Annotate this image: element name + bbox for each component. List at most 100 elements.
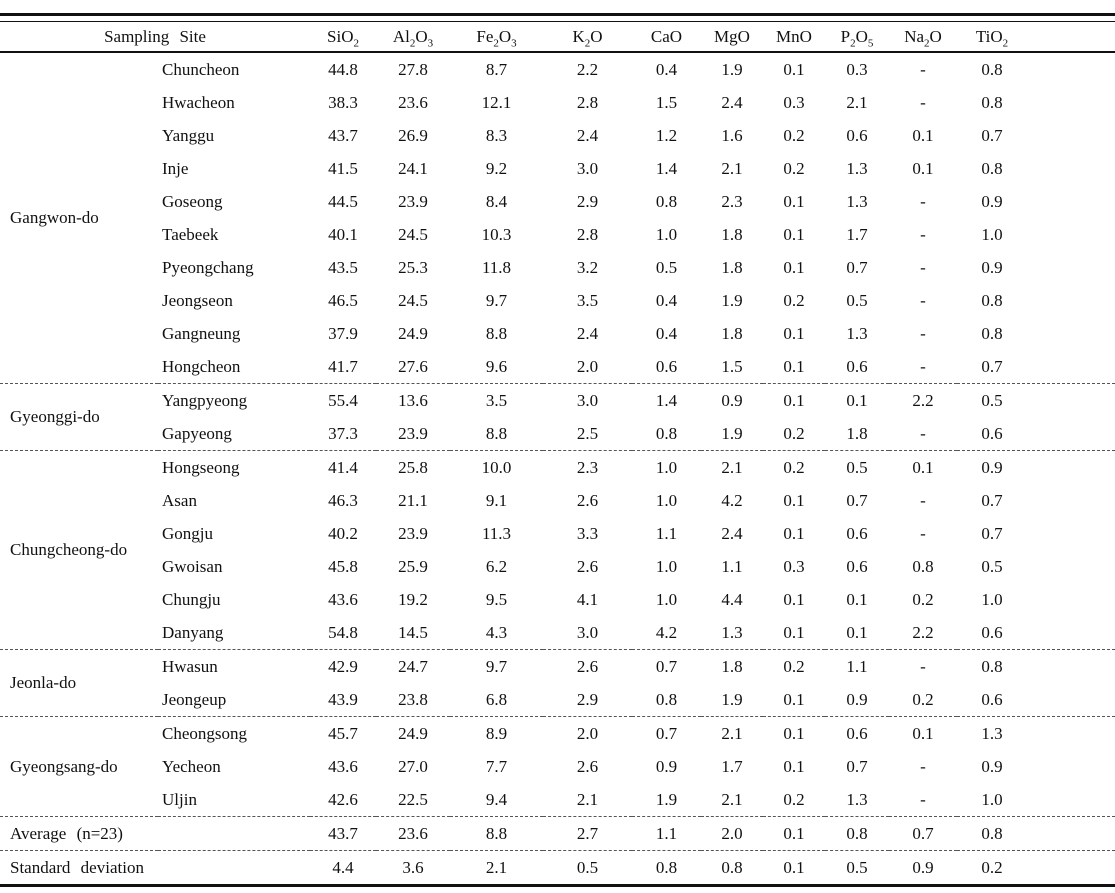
summary-standard-deviation-value-cao: 0.8: [632, 850, 701, 886]
row-gangneung-value-fe2o3: 8.8: [485, 323, 508, 343]
table-row-yangpyeong: Gyeonggi-do Yangpyeong 55.4 13.6 3.5 3.0 1.4 0.…: [0, 383, 1115, 451]
row-chungju-value-sio2: 43.6: [328, 589, 358, 609]
row-inje-value-na2o: 0.1: [912, 158, 934, 178]
table-row-gangneung: Gangneung 37.9 24.9 8.8 2.4 0.4 1.8 0.1 1.3 - 0.8: [0, 317, 1115, 350]
row-hongcheon-value-mno: 0.1: [783, 356, 805, 376]
table-row-danyang: Danyang 54.8 14.5 4.3 3.0 4.2 1.3 0.1 0.1 2.2 0.6: [0, 616, 1115, 650]
row-hongseong-value-sio2: 41.4: [310, 450, 376, 484]
row-chungju-value-cao: 1.0: [655, 589, 678, 609]
row-chuncheon-value-k2o: 2.2: [576, 59, 599, 79]
row-hwasun-value-al2o3: 24.7: [376, 649, 450, 683]
row-hwacheon-value-p2o5: 2.1: [846, 92, 868, 112]
table-top-double-rule: [0, 13, 1115, 22]
row-danyang-value-al2o3: 14.5: [398, 622, 428, 642]
row-hongcheon-value-cao: 0.6: [655, 356, 678, 376]
table-row-taebeek: Taebeek 40.1 24.5 10.3 2.8 1.0 1.8 0.1 1.7 - 1.0: [0, 218, 1115, 251]
table-row-gongju: Gongju 40.2 23.9 11.3 3.3 1.1 2.4 0.1 0.6 - 0.7: [0, 517, 1115, 550]
row-yanggu-value-mgo: 1.6: [721, 125, 743, 145]
row-jeongseon-value-fe2o3: 9.7: [485, 290, 508, 310]
column-header-al2o3: Al2O3: [376, 22, 450, 53]
row-danyang-value-mgo: 1.3: [721, 622, 743, 642]
row-chungju-value-mgo: 4.4: [721, 589, 743, 609]
row-gongju-value-mno: 0.1: [783, 523, 805, 543]
row-yangpyeong-value-cao: 1.4: [632, 383, 701, 417]
row-yangpyeong-value-na2o: 2.2: [889, 383, 957, 417]
row-gapyeong-value-sio2: 37.3: [328, 423, 358, 443]
row-hongseong-value-al2o3: 25.8: [376, 450, 450, 484]
row-chuncheon-value-sio2: 44.8: [328, 59, 358, 79]
row-pyeongchang-value-na2o: -: [920, 257, 926, 277]
row-chungju-value-mno: 0.1: [783, 589, 805, 609]
row-taebeek-value-na2o: -: [920, 224, 926, 244]
row-gwoisan-value-sio2: 45.8: [328, 556, 358, 576]
row-gapyeong-value-tio2: 0.6: [981, 423, 1003, 443]
row-cheongsong-value-tio2: 1.3: [957, 716, 1115, 750]
row-hwasun-value-k2o: 2.6: [543, 649, 632, 683]
summary-average-n-23-value-k2o: 2.7: [543, 816, 632, 851]
header-row: Sampling Site SiO2 Al2O3 Fe2O3 K2O CaO MgO MnO…: [0, 22, 1115, 53]
row-gangneung-value-al2o3: 24.9: [398, 323, 428, 343]
row-gangneung-value-sio2: 37.9: [328, 323, 358, 343]
row-yecheon-value-sio2: 43.6: [328, 756, 358, 776]
row-yangpyeong-value-fe2o3: 3.5: [450, 383, 543, 417]
row-jeongseon-value-sio2: 46.5: [328, 290, 358, 310]
row-asan-value-tio2: 0.7: [981, 490, 1003, 510]
row-hongseong-value-cao: 1.0: [632, 450, 701, 484]
row-yanggu-value-sio2: 43.7: [328, 125, 358, 145]
summary-standard-deviation-value-sio2: 4.4: [310, 850, 376, 886]
table-row-asan: Asan 46.3 21.1 9.1 2.6 1.0 4.2 0.1 0.7 - 0.7: [0, 484, 1115, 517]
summary-average-n-23-value-mno: 0.1: [763, 816, 825, 851]
row-danyang-value-p2o5: 0.1: [846, 622, 868, 642]
row-jeongseon-value-na2o: -: [920, 290, 926, 310]
table-row-chuncheon: Gangwon-do Chuncheon 44.8 27.8 8.7 2.2 0.4 1.9 0…: [0, 52, 1115, 228]
region-cell-jeonla-do: Jeonla-do: [0, 649, 158, 717]
row-taebeek-value-cao: 1.0: [655, 224, 678, 244]
row-goseong-value-mgo: 2.3: [721, 191, 743, 211]
row-chuncheon-value-tio2: 0.8: [981, 59, 1003, 79]
column-header-k2o: K2O: [543, 22, 632, 53]
row-hongseong-value-p2o5: 0.5: [825, 450, 889, 484]
row-jeongeup-value-tio2: 0.6: [981, 689, 1003, 709]
row-jeongeup-value-na2o: 0.2: [912, 689, 934, 709]
row-goseong-value-cao: 0.8: [655, 191, 678, 211]
site-cell-gangneung: Gangneung: [162, 323, 241, 343]
row-yecheon-value-k2o: 2.6: [576, 756, 599, 776]
row-gwoisan-value-mgo: 1.1: [721, 556, 743, 576]
row-hwasun-value-tio2: 0.8: [957, 649, 1115, 683]
row-yangpyeong-value-mno: 0.1: [763, 383, 825, 417]
row-goseong-value-p2o5: 1.3: [846, 191, 868, 211]
row-cheongsong-value-mno: 0.1: [763, 716, 825, 750]
row-hongseong-value-fe2o3: 10.0: [450, 450, 543, 484]
row-chungju-value-na2o: 0.2: [912, 589, 934, 609]
row-hwasun-value-na2o: -: [889, 649, 957, 683]
row-cheongsong-value-fe2o3: 8.9: [450, 716, 543, 750]
row-yecheon-value-p2o5: 0.7: [846, 756, 868, 776]
table-row-chungju: Chungju 43.6 19.2 9.5 4.1 1.0 4.4 0.1 0.1 0.2 1.0: [0, 583, 1115, 616]
row-gwoisan-value-fe2o3: 6.2: [485, 556, 508, 576]
row-gongju-value-fe2o3: 11.3: [481, 523, 512, 543]
row-danyang-value-na2o: 2.2: [912, 622, 934, 642]
row-gangneung-value-tio2: 0.8: [981, 323, 1003, 343]
row-gwoisan-value-na2o: 0.8: [912, 556, 934, 576]
row-yanggu-value-k2o: 2.4: [576, 125, 599, 145]
row-taebeek-value-al2o3: 24.5: [398, 224, 428, 244]
row-jeongseon-value-tio2: 0.8: [981, 290, 1003, 310]
row-cheongsong-value-na2o: 0.1: [889, 716, 957, 750]
row-hwacheon-value-na2o: -: [920, 92, 926, 112]
summary-row-standard-deviation: Standard deviation 4.4 3.6 2.1 0.5 0.8 0.8 0.1 0…: [0, 850, 1115, 886]
row-chungju-value-k2o: 4.1: [576, 589, 599, 609]
row-taebeek-value-mgo: 1.8: [721, 224, 743, 244]
row-gapyeong-value-na2o: -: [920, 423, 926, 443]
row-inje-value-fe2o3: 9.2: [485, 158, 508, 178]
row-pyeongchang-value-sio2: 43.5: [328, 257, 358, 277]
site-cell-chungju: Chungju: [162, 589, 221, 609]
row-pyeongchang-value-al2o3: 25.3: [398, 257, 428, 277]
row-jeongseon-value-mgo: 1.9: [721, 290, 743, 310]
table-row-uljin: Uljin 42.6 22.5 9.4 2.1 1.9 2.1 0.2 1.3 - 1.0: [0, 783, 1115, 817]
row-yecheon-value-na2o: -: [920, 756, 926, 776]
row-gwoisan-value-k2o: 2.6: [576, 556, 599, 576]
site-cell-jeongseon: Jeongseon: [162, 290, 233, 310]
row-gongju-value-al2o3: 23.9: [398, 523, 428, 543]
site-cell-yangpyeong: Yangpyeong: [158, 383, 310, 417]
site-cell-danyang: Danyang: [162, 622, 224, 642]
